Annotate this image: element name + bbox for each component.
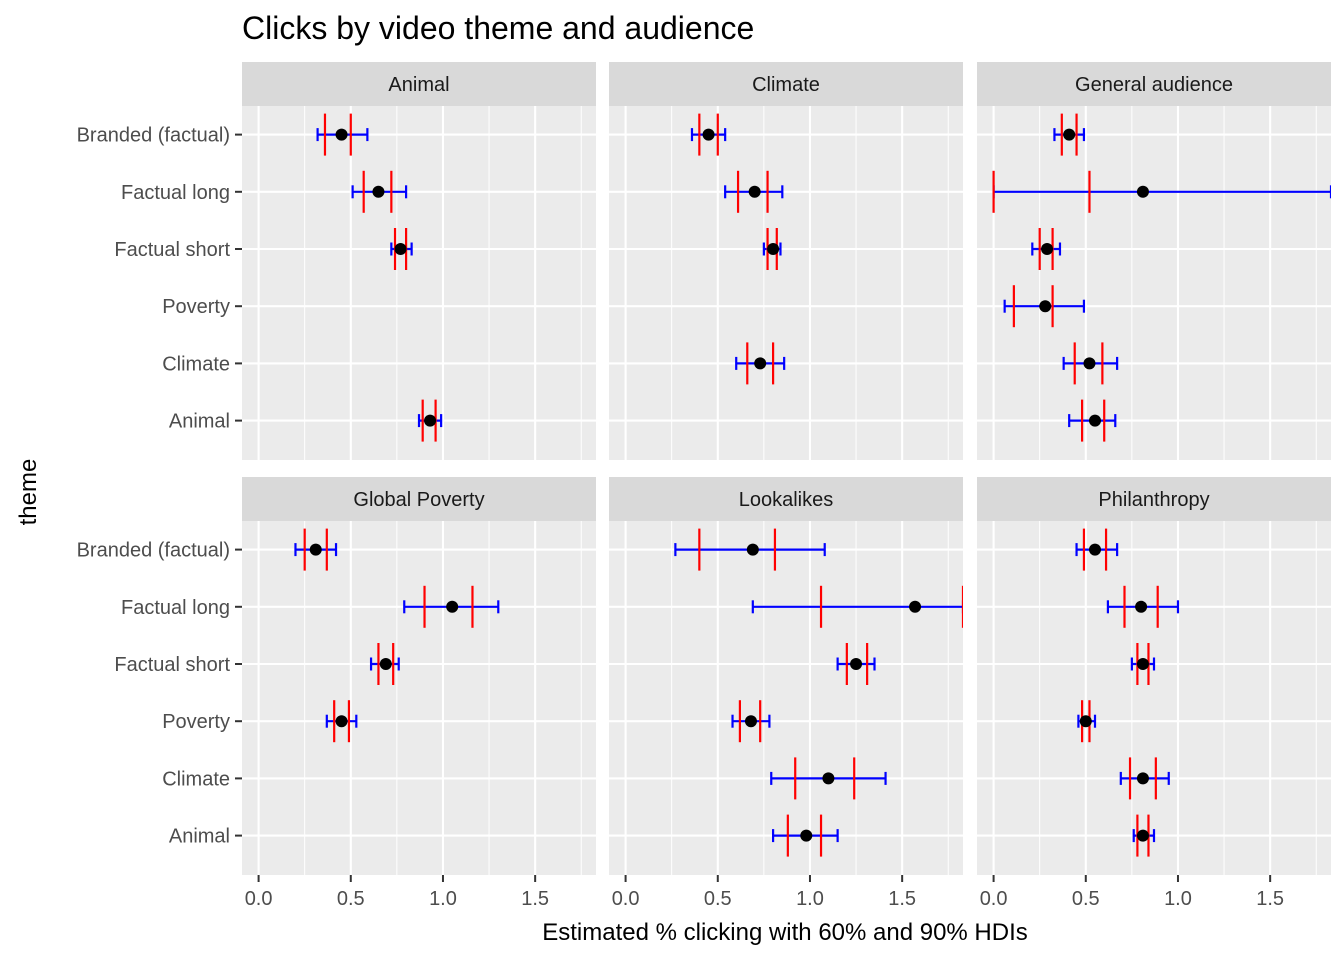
point-estimate xyxy=(1039,300,1052,313)
y-tick-label: Branded (factual) xyxy=(77,125,230,147)
point-estimate xyxy=(909,600,922,613)
y-tick-label: Climate xyxy=(162,353,230,375)
point-estimate xyxy=(1136,185,1149,198)
facet-data xyxy=(674,528,963,857)
point-estimate xyxy=(379,658,392,670)
point-estimate xyxy=(335,128,348,141)
y-tick-label: Animal xyxy=(169,411,230,433)
panel-background xyxy=(242,106,596,460)
facet-philanthropy: Philanthropy 0.0 0.5 1.0 1.5 xyxy=(977,477,1331,910)
x-tick-label: 0.0 xyxy=(980,888,1008,910)
y-tick-label: Factual short xyxy=(114,239,230,261)
x-axis-title: Estimated % clicking with 60% and 90% HD… xyxy=(542,919,1028,946)
point-estimate xyxy=(702,128,715,141)
facet-strip-label: Climate xyxy=(752,74,820,96)
panel-background xyxy=(242,521,596,875)
point-estimate xyxy=(335,715,348,728)
facet-data xyxy=(690,113,786,385)
x-tick-label: 0.0 xyxy=(245,888,273,910)
point-estimate xyxy=(1079,715,1092,728)
x-tick-label: 0.5 xyxy=(337,888,365,910)
facet-climate: Climate xyxy=(609,62,963,460)
point-estimate xyxy=(1136,658,1149,670)
panel-background xyxy=(977,106,1331,460)
facet-data xyxy=(316,113,443,442)
facet-strip xyxy=(609,62,963,106)
point-estimate xyxy=(746,543,759,556)
x-tick-label: 1.5 xyxy=(888,888,916,910)
panel-background xyxy=(609,521,963,875)
point-estimate xyxy=(309,543,322,556)
chart-title: Clicks by video theme and audience xyxy=(242,10,754,46)
point-estimate xyxy=(767,243,780,255)
y-tick-label: Factual long xyxy=(121,182,230,204)
facet-strip xyxy=(977,62,1331,106)
facet-animal: Animal Branded (factual) Factual long Factu… xyxy=(77,62,596,460)
x-tick-label: 0.0 xyxy=(612,888,640,910)
facet-strip-label: Lookalikes xyxy=(739,489,834,511)
y-axis-title: theme xyxy=(15,459,42,526)
point-estimate xyxy=(850,658,863,670)
x-tick-label: 1.5 xyxy=(1256,888,1284,910)
facet-strip xyxy=(609,477,963,521)
facet-strip-label: Animal xyxy=(388,74,449,96)
facet-global-poverty: Global Poverty Branded (factual) Factual l… xyxy=(77,477,596,910)
point-estimate xyxy=(372,185,385,198)
x-tick-label: 1.5 xyxy=(521,888,549,910)
point-estimate xyxy=(1089,414,1101,427)
point-estimate xyxy=(800,829,813,842)
x-tick-label: 1.0 xyxy=(796,888,824,910)
point-estimate xyxy=(446,600,459,613)
point-estimate xyxy=(424,414,437,427)
facet-strip xyxy=(242,477,596,521)
point-estimate xyxy=(822,772,835,785)
x-tick-label: 1.0 xyxy=(429,888,457,910)
point-estimate xyxy=(1041,243,1054,255)
y-tick-label: Poverty xyxy=(162,711,230,733)
point-estimate xyxy=(1135,600,1148,613)
y-tick-label: Animal xyxy=(169,826,230,848)
y-tick-label: Factual long xyxy=(121,597,230,619)
x-tick-label: 0.5 xyxy=(1072,888,1100,910)
y-tick-label: Branded (factual) xyxy=(77,540,230,562)
facet-lookalikes: Lookalikes 0.0 0.5 1.0 1.5 xyxy=(609,477,963,910)
facet-data xyxy=(294,528,500,743)
panel-background xyxy=(977,521,1331,875)
point-estimate xyxy=(1136,829,1149,842)
point-estimate xyxy=(394,243,407,255)
x-tick-label: 1.0 xyxy=(1164,888,1192,910)
facet-data xyxy=(1075,528,1180,857)
facet-strip-label: General audience xyxy=(1075,74,1233,96)
facet-data xyxy=(992,113,1331,442)
point-estimate xyxy=(748,185,761,198)
facet-strip xyxy=(977,477,1331,521)
y-tick-label: Climate xyxy=(162,768,230,790)
y-tick-label: Factual short xyxy=(114,654,230,676)
point-estimate xyxy=(744,715,757,728)
y-tick-label: Poverty xyxy=(162,296,230,318)
facet-panels: Animal Branded (factual) Factual long Factu… xyxy=(77,62,1331,910)
x-tick-label: 0.5 xyxy=(704,888,732,910)
point-estimate xyxy=(1083,357,1096,370)
facet-strip-label: Philanthropy xyxy=(1098,489,1209,511)
point-estimate xyxy=(1089,543,1101,556)
facet-strip xyxy=(242,62,596,106)
facet-strip-label: Global Poverty xyxy=(353,489,484,511)
point-estimate xyxy=(1063,128,1076,141)
point-estimate xyxy=(754,357,767,370)
point-estimate xyxy=(1136,772,1149,785)
panel-background xyxy=(609,106,963,460)
facet-general-audience: General audience xyxy=(977,62,1331,460)
